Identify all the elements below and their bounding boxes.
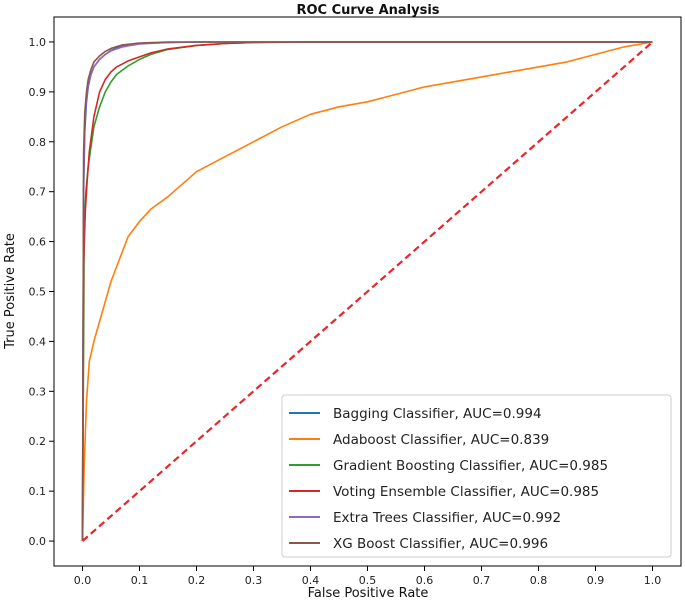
series-line-1 <box>81 41 653 542</box>
y-tick-label: 0.3 <box>29 385 47 398</box>
y-tick-label: 0.2 <box>29 435 47 448</box>
y-tick-label: 0.1 <box>29 485 47 498</box>
legend-label: Gradient Boosting Classifier, AUC=0.985 <box>333 458 608 474</box>
y-tick-label: 0.9 <box>29 86 47 99</box>
x-tick-label: 1.0 <box>644 574 662 587</box>
x-tick-label: 0.1 <box>131 574 149 587</box>
chart-title: ROC Curve Analysis <box>296 3 439 18</box>
legend-label: Bagging Classifier, AUC=0.994 <box>333 406 542 422</box>
y-tick-label: 0.8 <box>29 136 47 149</box>
x-axis: 0.0 0.1 0.2 0.3 0.4 0.5 0.6 0.7 0.8 0.9 1.0 <box>74 566 662 587</box>
chance-line <box>81 41 654 542</box>
x-tick-label: 0.9 <box>587 574 605 587</box>
legend-box <box>281 394 672 558</box>
y-tick-label: 0.5 <box>29 286 47 299</box>
y-tick-label: 0.7 <box>29 186 47 199</box>
x-tick-label: 0.8 <box>530 574 548 587</box>
x-tick-label: 0.0 <box>74 574 92 587</box>
x-tick-label: 0.5 <box>359 574 377 587</box>
x-tick-label: 0.2 <box>188 574 206 587</box>
x-tick-label: 0.7 <box>473 574 491 587</box>
y-tick-label: 0.4 <box>29 335 47 348</box>
series-layer <box>81 41 654 542</box>
y-axis: 0.0 0.1 0.2 0.3 0.4 0.5 0.6 0.7 0.8 0.9 1.0 <box>29 36 54 548</box>
x-tick-label: 0.4 <box>302 574 320 587</box>
x-tick-label: 0.3 <box>245 574 263 587</box>
series-line-3 <box>81 41 653 542</box>
y-tick-label: 0.6 <box>29 236 47 249</box>
legend-label: XG Boost Classifier, AUC=0.996 <box>333 536 548 552</box>
y-tick-label: 0.0 <box>29 535 47 548</box>
x-tick-label: 0.6 <box>416 574 434 587</box>
legend-label: Adaboost Classifier, AUC=0.839 <box>333 432 549 448</box>
series-line-5 <box>81 41 653 542</box>
legend-label: Extra Trees Classifier, AUC=0.992 <box>333 510 561 526</box>
x-axis-label: False Positive Rate <box>308 586 429 601</box>
legend: Bagging Classifier, AUC=0.994 Adaboost Cl… <box>281 394 672 558</box>
y-tick-label: 1.0 <box>29 36 47 49</box>
legend-label: Voting Ensemble Classifier, AUC=0.985 <box>333 484 599 500</box>
y-axis-label: True Positive Rate <box>3 233 18 350</box>
